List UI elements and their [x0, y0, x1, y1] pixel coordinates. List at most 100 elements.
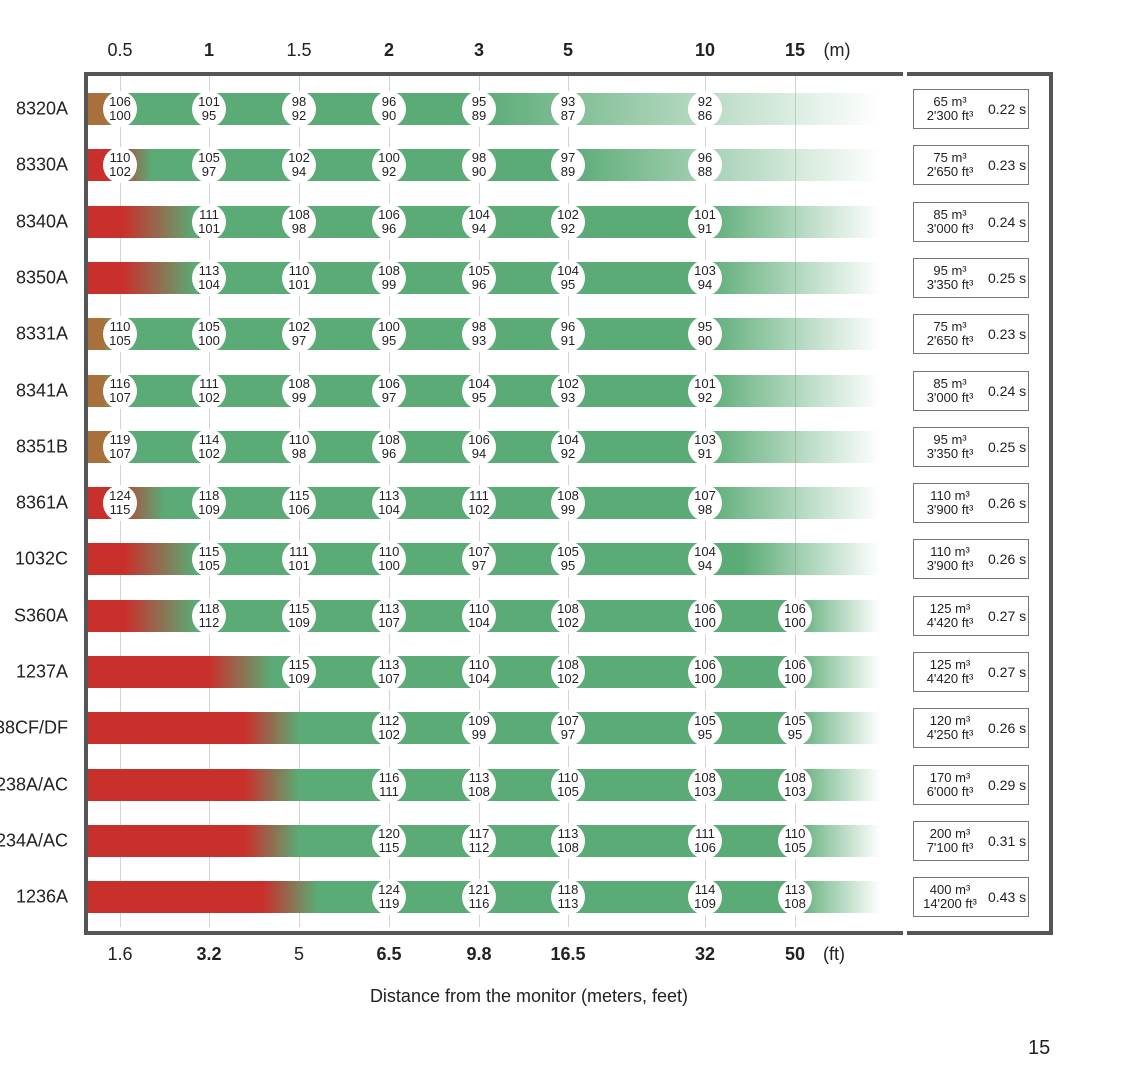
peak-spl-value: 108 [288, 375, 310, 391]
room-info-box: 120 m³ 4'250 ft³ 0.26 s [913, 708, 1029, 749]
bottom-axis-unit: (ft) [823, 944, 845, 964]
spl-value-bubble: 104 95 [462, 372, 496, 409]
long-term-spl-value: 94 [697, 558, 713, 574]
top-tick-label: 5 [562, 40, 574, 60]
long-term-spl-value: 96 [471, 276, 487, 292]
spl-value-bubble: 108 98 [282, 203, 316, 240]
long-term-spl-value: 108 [468, 783, 490, 799]
long-term-spl-value: 108 [784, 896, 806, 912]
peak-spl-value: 101 [694, 206, 716, 222]
long-term-spl-value: 99 [381, 276, 397, 292]
room-volume-m3: 400 m³ [929, 882, 971, 898]
peak-spl-value: 110 [109, 150, 131, 166]
long-term-spl-value: 86 [697, 108, 713, 123]
top-tick-label: 0.5 [107, 40, 133, 60]
spl-value-bubble: 108 103 [688, 766, 722, 803]
long-term-spl-value: 104 [198, 276, 220, 292]
peak-spl-value: 110 [109, 319, 131, 335]
peak-spl-value: 102 [288, 319, 310, 335]
long-term-spl-value: 100 [378, 558, 400, 574]
spl-value-bubble: 115 106 [282, 485, 316, 522]
reverb-time: 0.24 s [988, 382, 1027, 399]
peak-spl-value: 104 [468, 375, 490, 391]
spl-value-bubble: 104 94 [688, 541, 722, 578]
room-volume: 95 m³ 3'350 ft³ [914, 431, 986, 461]
room-volume-ft3: 3'000 ft³ [926, 220, 974, 236]
room-volume-m3: 170 m³ [929, 769, 971, 785]
spl-value-bubble: 105 96 [462, 259, 496, 296]
room-volume: 170 m³ 6'000 ft³ [914, 769, 986, 799]
spl-value-bubble: 124 119 [372, 879, 406, 916]
spl-value-bubble: 98 90 [462, 147, 496, 184]
reverb-time: 0.29 s [988, 776, 1027, 793]
long-term-spl-value: 107 [378, 614, 400, 630]
long-term-spl-value: 104 [468, 671, 490, 686]
room-volume-ft3: 3'350 ft³ [926, 276, 974, 292]
long-term-spl-value: 98 [697, 502, 713, 518]
bottom-tick-label: 50 [784, 944, 806, 964]
spl-value-bubble: 124 115 [103, 485, 137, 522]
spl-value-bubble: 96 90 [372, 91, 406, 127]
peak-spl-value: 111 [199, 206, 219, 222]
peak-spl-value: 95 [697, 319, 713, 335]
peak-spl-value: 113 [784, 882, 806, 898]
model-label: 8350A [15, 267, 68, 288]
long-term-spl-value: 99 [471, 727, 487, 743]
long-term-spl-value: 91 [560, 333, 576, 349]
room-volume-ft3: 2'650 ft³ [926, 164, 974, 180]
room-info-box: 400 m³ 14'200 ft³ 0.43 s [913, 877, 1029, 918]
chart-frame [84, 72, 903, 935]
long-term-spl-value: 94 [697, 276, 713, 292]
peak-spl-value: 92 [697, 94, 713, 109]
spl-value-bubble: 104 94 [462, 203, 496, 240]
peak-spl-value: 113 [557, 825, 579, 841]
room-volume-ft3: 3'000 ft³ [926, 389, 974, 405]
long-term-spl-value: 112 [198, 614, 220, 630]
room-volume: 75 m³ 2'650 ft³ [914, 320, 986, 348]
top-axis-unit: (m) [823, 40, 851, 60]
room-volume-m3: 95 m³ [933, 431, 967, 447]
long-term-spl-value: 109 [288, 671, 310, 686]
peak-spl-value: 95 [471, 94, 487, 109]
peak-spl-value: 105 [198, 150, 220, 166]
room-volume: 200 m³ 7'100 ft³ [914, 826, 986, 855]
bottom-tick-label: 1.6 [107, 944, 133, 964]
peak-spl-value: 93 [560, 94, 576, 109]
spl-value-bubble: 107 97 [551, 710, 585, 747]
peak-spl-value: 98 [291, 94, 307, 109]
spl-value-bubble: 119 107 [103, 428, 137, 465]
peak-spl-value: 115 [288, 600, 310, 616]
spl-value-bubble: 108 99 [551, 485, 585, 522]
long-term-spl-value: 100 [198, 333, 220, 349]
peak-spl-value: 110 [468, 600, 490, 616]
peak-spl-value: 108 [378, 431, 400, 447]
room-volume-ft3: 14'200 ft³ [923, 896, 977, 912]
spl-value-bubble: 110 105 [778, 822, 812, 859]
peak-spl-value: 106 [378, 375, 400, 391]
spl-value-bubble: 106 96 [372, 203, 406, 240]
room-info-box: 75 m³ 2'650 ft³ 0.23 s [913, 145, 1029, 186]
spl-value-bubble: 110 104 [462, 597, 496, 634]
model-label: 8331A [15, 323, 68, 344]
bottom-tick-label: 9.8 [466, 944, 492, 964]
spl-value-bubble: 102 93 [551, 372, 585, 409]
peak-spl-value: 105 [198, 319, 220, 335]
long-term-spl-value: 94 [471, 220, 487, 236]
room-volume-m3: 125 m³ [929, 600, 971, 616]
long-term-spl-value: 104 [378, 502, 400, 518]
long-term-spl-value: 116 [468, 896, 490, 912]
long-term-spl-value: 115 [109, 502, 131, 518]
peak-spl-value: 108 [557, 657, 579, 672]
spl-value-bubble: 110 102 [103, 147, 137, 184]
peak-spl-value: 110 [288, 431, 310, 447]
long-term-spl-value: 115 [378, 839, 400, 855]
long-term-spl-value: 92 [697, 389, 713, 405]
spl-value-bubble: 100 92 [372, 147, 406, 184]
bottom-tick-label: 6.5 [376, 944, 402, 964]
reverb-time: 0.27 s [988, 607, 1027, 624]
spl-value-bubble: 101 91 [688, 203, 722, 240]
spl-value-bubble: 113 107 [372, 654, 406, 690]
spl-value-bubble: 108 96 [372, 428, 406, 465]
spl-value-bubble: 104 92 [551, 428, 585, 465]
spl-value-bubble: 111 101 [192, 203, 226, 240]
